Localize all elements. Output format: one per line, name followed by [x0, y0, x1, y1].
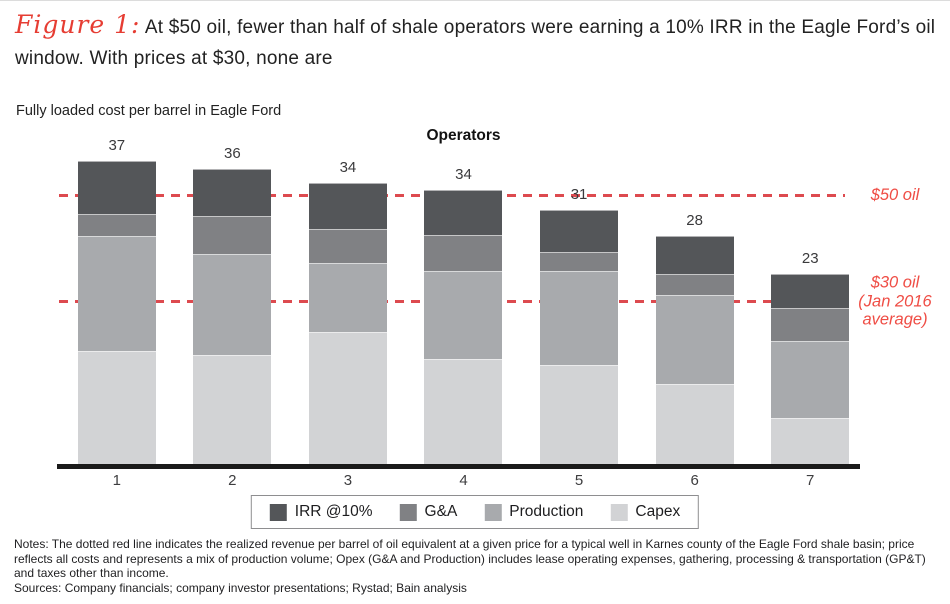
bar-group: 36 2	[175, 136, 291, 489]
bar-total-label: 36	[224, 145, 241, 162]
top-divider	[0, 0, 950, 1]
x-category-label: 1	[112, 472, 121, 489]
bar-total-label: 34	[455, 165, 472, 183]
chart-legend: IRR @10% G&A Production Capex	[250, 495, 700, 529]
reference-line-label-line: $50 oil	[870, 186, 920, 205]
bar-group: 28 6	[637, 136, 753, 489]
bar-segment-irr-10-	[424, 189, 503, 235]
bar-group: 37 1	[59, 136, 175, 489]
bar-total-label: 23	[801, 249, 819, 267]
figure-title-text: At $50 oil, fewer than half of shale ope…	[15, 17, 936, 69]
bar-segment-production	[771, 340, 850, 419]
reference-line-label: $50 oil	[825, 186, 950, 205]
bar-segment-g-a	[193, 216, 272, 254]
legend-swatch	[610, 503, 628, 521]
plot-area: Operators $403020100$50 oil$30 oil(Jan 2…	[59, 127, 932, 489]
legend-swatch	[399, 503, 417, 521]
bar-total-label: 28	[686, 211, 703, 229]
x-category-label: 6	[690, 472, 699, 489]
bar-group: 34 4	[406, 136, 522, 489]
bar-segment-g-a	[424, 235, 503, 272]
bar-stack	[308, 183, 387, 466]
legend-label: Production	[509, 503, 584, 520]
bar-segment-irr-10-	[193, 169, 272, 217]
legend-item: Capex	[610, 503, 680, 521]
bar-segment-capex	[77, 350, 156, 466]
bar-segment-production	[424, 271, 503, 359]
bar-segment-production	[193, 253, 272, 356]
legend-item: G&A	[399, 503, 458, 521]
bar-stack	[77, 160, 156, 466]
bar-segment-capex	[771, 418, 850, 466]
bar-group: 23 7	[752, 136, 868, 489]
bar-segment-g-a	[771, 307, 850, 341]
bar-group: 31 5	[521, 136, 637, 489]
bar-stack	[771, 273, 850, 466]
bar-segment-production	[540, 271, 619, 365]
bar-segment-g-a	[77, 214, 156, 236]
bar-segment-irr-10-	[77, 160, 156, 215]
bar-segment-g-a	[308, 229, 387, 264]
x-category-label: 4	[459, 472, 468, 489]
legend-label: Capex	[635, 503, 681, 520]
bar-segment-production	[655, 295, 734, 385]
x-category-label: 5	[574, 472, 584, 489]
bar-stack	[655, 235, 734, 466]
reference-line-label-line: (Jan 2016	[858, 291, 932, 310]
bar-segment-production	[308, 263, 387, 333]
operators-title: Operators	[426, 127, 501, 144]
y-axis-title: Fully loaded cost per barrel in Eagle Fo…	[16, 103, 282, 119]
bar-group: 34 3	[290, 136, 406, 489]
bar-segment-g-a	[655, 273, 734, 296]
bar-segment-production	[77, 235, 156, 351]
bar-total-label: 34	[339, 159, 357, 177]
x-axis-line	[57, 464, 860, 469]
bar-segment-capex	[655, 384, 734, 466]
x-category-label: 7	[806, 472, 815, 489]
legend-item: IRR @10%	[269, 503, 373, 521]
figure-number-label: Figure 1:	[15, 10, 141, 39]
bar-segment-irr-10-	[540, 210, 619, 252]
bar-segment-capex	[424, 358, 503, 466]
sources-text: Sources: Company financials; company inv…	[14, 581, 467, 595]
notes-text: Notes: The dotted red line indicates the…	[14, 537, 926, 580]
reference-line-label-line: average)	[862, 310, 928, 329]
bar-stack	[193, 169, 272, 466]
bar-segment-irr-10-	[308, 183, 387, 230]
bar-total-label: 37	[108, 136, 126, 154]
legend-label: IRR @10%	[294, 503, 373, 520]
bar-stack	[540, 210, 619, 466]
bar-segment-irr-10-	[655, 235, 734, 274]
reference-line-label: $30 oil (Jan 2016 average)	[825, 273, 950, 329]
bar-segment-g-a	[540, 251, 619, 272]
legend-swatch	[484, 503, 502, 521]
reference-line-label-line: $30 oil	[870, 273, 920, 292]
legend-item: Production	[484, 503, 583, 521]
bar-segment-capex	[540, 364, 619, 466]
bar-segment-capex	[308, 332, 387, 466]
bar-segment-capex	[193, 355, 272, 466]
bar-stack	[424, 189, 503, 466]
legend-label: G&A	[424, 503, 458, 520]
bar-segment-irr-10-	[771, 273, 850, 308]
figure-title: Figure 1: At $50 oil, fewer than half of…	[15, 9, 937, 74]
legend-swatch	[269, 503, 287, 521]
bar-total-label: 31	[570, 186, 588, 204]
x-category-label: 3	[343, 472, 353, 489]
x-category-label: 2	[228, 472, 237, 489]
